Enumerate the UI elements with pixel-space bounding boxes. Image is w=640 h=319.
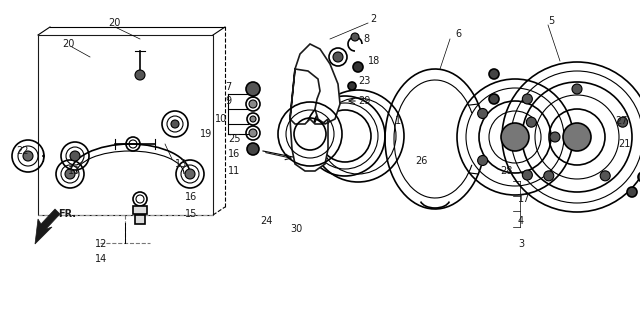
Circle shape	[135, 70, 145, 80]
Text: 10: 10	[215, 114, 227, 124]
Text: 6: 6	[455, 29, 461, 39]
Circle shape	[246, 82, 260, 96]
Circle shape	[351, 33, 359, 41]
Text: 13: 13	[175, 159, 188, 169]
Text: 11: 11	[228, 166, 240, 176]
Circle shape	[477, 155, 488, 166]
Text: 9: 9	[225, 96, 231, 106]
Text: 17: 17	[518, 194, 531, 204]
Text: 16: 16	[228, 149, 240, 159]
Circle shape	[522, 94, 532, 104]
Text: 23: 23	[358, 76, 371, 86]
Polygon shape	[290, 44, 340, 171]
Text: 19: 19	[200, 129, 212, 139]
Text: 27: 27	[615, 116, 627, 126]
Circle shape	[249, 100, 257, 108]
Text: 14: 14	[95, 254, 108, 264]
Text: 20: 20	[62, 39, 74, 49]
Text: 8: 8	[363, 34, 369, 44]
Circle shape	[348, 82, 356, 90]
Text: 24: 24	[260, 216, 273, 226]
Circle shape	[544, 171, 554, 181]
Circle shape	[250, 116, 256, 122]
Circle shape	[600, 171, 610, 181]
Text: FR.: FR.	[58, 209, 76, 219]
Text: 16: 16	[185, 192, 197, 202]
Circle shape	[477, 108, 488, 118]
Circle shape	[70, 151, 80, 161]
Circle shape	[171, 120, 179, 128]
Circle shape	[489, 94, 499, 104]
Circle shape	[563, 123, 591, 151]
Bar	[135, 215, 145, 224]
Text: 26: 26	[415, 156, 428, 166]
Text: 1: 1	[395, 116, 401, 126]
Text: 20: 20	[108, 18, 120, 28]
Circle shape	[353, 62, 363, 72]
Text: 29: 29	[358, 96, 371, 106]
Text: 3: 3	[518, 239, 524, 249]
Text: 12: 12	[95, 239, 108, 249]
Circle shape	[618, 117, 628, 127]
Bar	[133, 206, 147, 214]
Text: 13: 13	[68, 166, 80, 176]
Text: 22: 22	[16, 146, 29, 156]
Text: 28: 28	[500, 166, 513, 176]
Text: 7: 7	[225, 82, 231, 92]
Circle shape	[522, 170, 532, 180]
Text: 30: 30	[290, 224, 302, 234]
Text: 15: 15	[185, 209, 197, 219]
Circle shape	[526, 117, 536, 127]
Polygon shape	[35, 209, 60, 244]
Circle shape	[247, 143, 259, 155]
Text: 21: 21	[618, 139, 630, 149]
Circle shape	[333, 52, 343, 62]
Circle shape	[501, 123, 529, 151]
Circle shape	[627, 187, 637, 197]
Circle shape	[249, 129, 257, 137]
Circle shape	[572, 84, 582, 94]
Circle shape	[638, 172, 640, 182]
Polygon shape	[38, 35, 213, 215]
Circle shape	[489, 69, 499, 79]
Text: 4: 4	[518, 216, 524, 226]
Text: 18: 18	[368, 56, 380, 66]
Circle shape	[550, 132, 560, 142]
Circle shape	[185, 169, 195, 179]
Text: 5: 5	[548, 16, 554, 26]
Circle shape	[65, 169, 75, 179]
Text: 2: 2	[370, 14, 376, 24]
Text: 25: 25	[228, 134, 241, 144]
Circle shape	[23, 151, 33, 161]
